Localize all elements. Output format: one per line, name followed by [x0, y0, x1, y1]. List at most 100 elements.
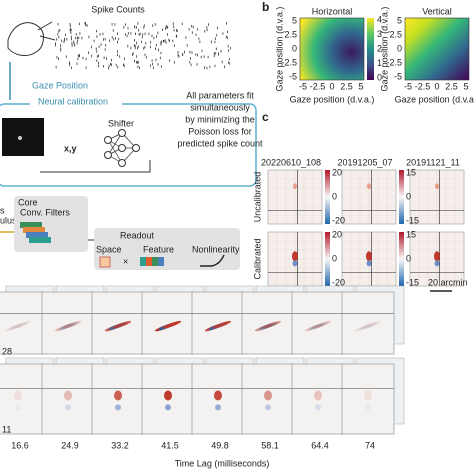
spike-tick: [182, 53, 183, 56]
spike-tick: [126, 34, 128, 38]
spike-tick: [70, 28, 72, 31]
spike-tick: [220, 49, 222, 53]
spike-tick: [117, 53, 118, 57]
spike-tick: [117, 32, 118, 35]
colorbar-tick-label: 0: [332, 253, 337, 263]
spike-tick: [155, 47, 156, 50]
spike-tick: [153, 66, 154, 69]
rf-stripe: [358, 322, 378, 330]
spike-tick: [160, 51, 162, 55]
spike-tick: [191, 31, 193, 34]
spike-tick: [176, 35, 178, 38]
frame: [291, 291, 345, 355]
spike-tick: [218, 53, 219, 56]
spike-tick: [123, 64, 125, 68]
spike-tick: [184, 50, 185, 54]
spike-tick: [143, 26, 145, 29]
spike-tick: [213, 52, 215, 55]
spike-tick: [151, 59, 153, 62]
fit-note: simultaneously: [190, 102, 250, 112]
spike-tick: [162, 28, 163, 31]
x-tick-label: -2.5: [310, 81, 326, 91]
spike-tick: [151, 34, 153, 38]
spike-tick: [119, 55, 121, 58]
rf-stripe: [162, 320, 182, 329]
spike-tick: [160, 65, 162, 68]
frame: [341, 363, 395, 435]
colorbar-tick-label: 20: [332, 229, 342, 239]
spike-tick: [169, 59, 171, 62]
spike-tick: [78, 36, 80, 40]
spike-tick: [191, 25, 193, 28]
spike-tick: [98, 45, 100, 48]
spike-tick: [66, 38, 68, 41]
spike-tick: [59, 29, 61, 32]
spike-tick: [60, 44, 61, 47]
spike-tick: [177, 53, 179, 57]
spike-tick: [134, 39, 135, 42]
spike-tick: [99, 33, 101, 36]
spike-tick: [197, 53, 198, 57]
time-lag-label: 33.2: [111, 440, 129, 450]
spike-tick: [114, 23, 116, 26]
rf-stripe: [62, 320, 82, 329]
rf-stripe: [262, 320, 282, 329]
filter-stack: [26, 232, 48, 238]
spike-tick: [64, 37, 65, 41]
spike-tick: [216, 33, 218, 37]
xy-label: x,y: [64, 143, 77, 153]
spike-tick: [91, 54, 93, 58]
spike-tick: [181, 22, 183, 26]
spike-tick: [102, 32, 104, 36]
spike-tick: [77, 39, 79, 43]
spike-tick: [227, 61, 229, 64]
x-tick-label: 2.5: [445, 81, 458, 91]
fit-note: All parameters fit: [186, 90, 254, 100]
spike-tick: [71, 42, 73, 45]
net-node: [118, 159, 126, 167]
spike-tick: [167, 33, 168, 36]
spike-tick: [168, 38, 170, 42]
rf-blob: [15, 404, 21, 411]
rf-blob: [364, 390, 372, 401]
colorbar-tick-label: 20: [332, 167, 342, 177]
x-tick-label: -2.5: [415, 81, 431, 91]
panel-label: c: [262, 110, 269, 124]
spike-tick: [79, 22, 80, 26]
spike-tick: [112, 29, 114, 32]
spike-tick: [74, 44, 76, 47]
spike-tick: [106, 57, 107, 60]
spike-tick: [214, 40, 216, 44]
rf-blob: [366, 251, 372, 262]
spike-tick: [69, 28, 71, 31]
spike-tick: [189, 61, 191, 64]
spike-tick: [104, 37, 106, 41]
spike-tick: [155, 58, 157, 62]
spike-tick: [208, 23, 209, 26]
spike-tick: [58, 57, 59, 60]
spike-tick: [86, 24, 88, 27]
spike-tick: [196, 63, 198, 66]
rf-stripe: [12, 320, 32, 329]
spike-tick: [117, 50, 118, 53]
rf-blob: [64, 390, 72, 401]
panel-label: b: [262, 0, 269, 14]
rf-blob: [214, 390, 222, 401]
spike-tick: [226, 22, 227, 25]
spike-tick: [191, 51, 193, 54]
spike-tick: [96, 29, 97, 33]
calibration-box: [0, 103, 257, 187]
rf-stripe: [354, 323, 374, 332]
rf-stripe: [312, 320, 332, 329]
rf-blob: [165, 404, 171, 411]
spike-tick: [57, 23, 59, 26]
spike-tick: [111, 63, 112, 66]
spike-tick: [178, 55, 180, 58]
colorbar-tick-label: 0: [406, 253, 411, 263]
spike-tick: [135, 32, 136, 35]
spike-tick: [55, 43, 56, 47]
spike-tick: [152, 62, 153, 66]
heatmap: [299, 17, 365, 81]
colorbar: [399, 232, 404, 286]
spike-tick: [71, 66, 72, 70]
